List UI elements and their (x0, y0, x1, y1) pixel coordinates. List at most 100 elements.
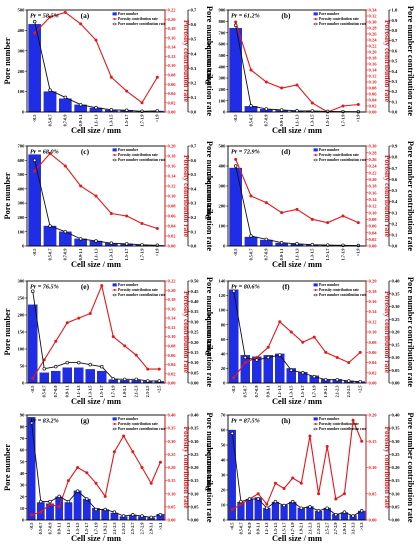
chart-panel-d: 01002003004005000.000.020.040.060.080.10… (204, 141, 415, 269)
left-tick-label: 600 (219, 42, 227, 47)
x-tick-label: 0.7-0.9 (247, 522, 252, 534)
legend-swatch-point (314, 293, 317, 297)
porosity-contribution-point (149, 481, 153, 485)
pore-contribution-axis-title: Pore number contribution rate (406, 412, 415, 522)
porosity-value-label: Pr = 61.2% (231, 13, 260, 20)
pore-contribution-tick-label: 0.5 (191, 172, 197, 177)
pore-number-contribution-point (48, 499, 52, 504)
porosity-axis-title: Porosity contribution rate (383, 155, 392, 238)
x-tick-label: 1.9-2.1 (103, 523, 108, 535)
x-tick-label: 1.7-1.9 (139, 115, 144, 127)
porosity-contribution-point (30, 513, 34, 517)
pore-contribution-tick-label: 0.9 (392, 18, 398, 23)
porosity-tick-label: 0.30 (369, 20, 378, 25)
x-tick-label: 1.9-2.1 (122, 386, 127, 398)
x-tick-label: <0.5 (32, 115, 37, 123)
porosity-tick-label: 0.04 (168, 91, 177, 96)
chart-panel-c: 0 100 200 300 400 500 600 700 0.00 0.02 0.04 0.06 0.… (3, 141, 214, 269)
pore-number-bar (97, 370, 107, 384)
porosity-tick-label: 0.06 (168, 82, 177, 87)
legend-swatch-point (113, 423, 116, 425)
left-tick-label: 20 (221, 366, 226, 371)
left-tick-label: 50 (20, 459, 25, 464)
pore-number-contribution-point (232, 289, 236, 293)
pore-number-bar (263, 355, 273, 384)
legend-label: Pore number contribution rate (118, 427, 166, 431)
porosity-contribution-point (356, 221, 360, 225)
pore-number-contribution-point (78, 237, 83, 241)
y-axis-title: Pore number (3, 308, 12, 355)
x-tick-label: <0.5 (231, 386, 236, 394)
left-tick-label: 20 (20, 494, 25, 499)
porosity-tick-label: 0.06 (369, 350, 378, 355)
pore-number-contribution-point (334, 512, 338, 517)
pore-number-bar (244, 236, 258, 247)
porosity-contribution-point (325, 445, 329, 448)
pore-number-contribution-point (299, 506, 304, 510)
porosity-tick-label: 0.08 (168, 73, 177, 78)
legend-swatch-point (113, 18, 116, 20)
y-axis-title: Pore number (3, 37, 12, 84)
pore-number-contribution-point (157, 379, 162, 383)
pore-number-contribution-point (266, 355, 271, 360)
pore-contribution-tick-label: 0.25 (392, 317, 401, 322)
pore-contribution-tick-label: 0.30 (392, 304, 401, 309)
pore-contribution-axis-title: Pore number contribution rate (406, 277, 415, 387)
panel-letter: (c) (81, 147, 90, 156)
porosity-tick-label: 0.16 (369, 299, 378, 304)
pore-number-bar (27, 304, 38, 384)
legend-swatch-bar (112, 283, 117, 287)
porosity-contribution-point (280, 86, 284, 90)
left-tick-label: 200 (219, 87, 227, 92)
panel-letter: (e) (81, 282, 90, 291)
panel-letter: (h) (281, 416, 291, 425)
porosity-contribution-point (347, 361, 351, 365)
porosity-tick-label: 0.00 (369, 381, 378, 386)
legend-swatch-point (113, 158, 116, 162)
x-tick-label: 0.7-0.9 (53, 386, 58, 398)
pore-contribution-tick-label: 0.4 (392, 199, 398, 204)
left-tick-label: 60 (221, 337, 226, 342)
x-tick-label: 1.3-1.5 (109, 248, 114, 260)
pore-number-contribution-point (65, 360, 69, 365)
porosity-tick-label: 0.00 (168, 518, 177, 523)
left-tick-label: 500 (219, 144, 227, 149)
porosity-contribution-point (158, 460, 162, 464)
porosity-contribution-point (239, 502, 243, 506)
pore-number-bar (43, 225, 57, 247)
left-tick-label: 10 (221, 503, 226, 508)
x-tick-label: 1.9-2.1 (299, 522, 304, 534)
left-tick-label: 400 (18, 186, 26, 191)
legend-swatch-bar (313, 12, 318, 16)
porosity-tick-label: 0.34 (369, 8, 378, 13)
pore-number-contribution-point (39, 499, 43, 504)
x-tick-label: 2.1-2.3 (112, 523, 117, 535)
left-tick-label: 200 (219, 204, 227, 209)
pore-contribution-tick-label: 0.4 (392, 69, 398, 74)
pore-contribution-tick-label: 0.35 (191, 426, 200, 431)
x-tick-label: 1.3-1.5 (273, 523, 278, 535)
left-tick-label: 0 (223, 244, 226, 249)
pore-number-contribution-point (347, 379, 351, 383)
left-tick-label: 300 (18, 201, 26, 206)
pore-number-bar (85, 369, 96, 384)
pore-number-contribution-point (124, 242, 129, 246)
legend-label: Pore number (118, 12, 139, 16)
pore-number-bar (229, 167, 242, 247)
porosity-contribution-point (273, 481, 277, 485)
porosity-tick-label: 0.20 (369, 50, 378, 55)
porosity-contribution-point (356, 103, 360, 106)
pore-contribution-axis-title: Pore number contribution rate (406, 6, 415, 116)
porosity-contribution-line (34, 152, 158, 230)
x-tick-label: >1.9 (155, 114, 160, 122)
x-tick-label: <0.5 (233, 115, 238, 123)
pore-number-contribution-line (235, 25, 359, 113)
porosity-contribution-point (140, 466, 144, 469)
pore-number-bar (64, 502, 73, 521)
porosity-tick-label: 0.06 (369, 92, 378, 97)
left-tick-label: 100 (219, 98, 227, 103)
pore-contribution-tick-label: 0.25 (392, 452, 401, 457)
left-tick-label: 90 (20, 413, 25, 418)
left-tick-label: 60 (20, 448, 25, 453)
